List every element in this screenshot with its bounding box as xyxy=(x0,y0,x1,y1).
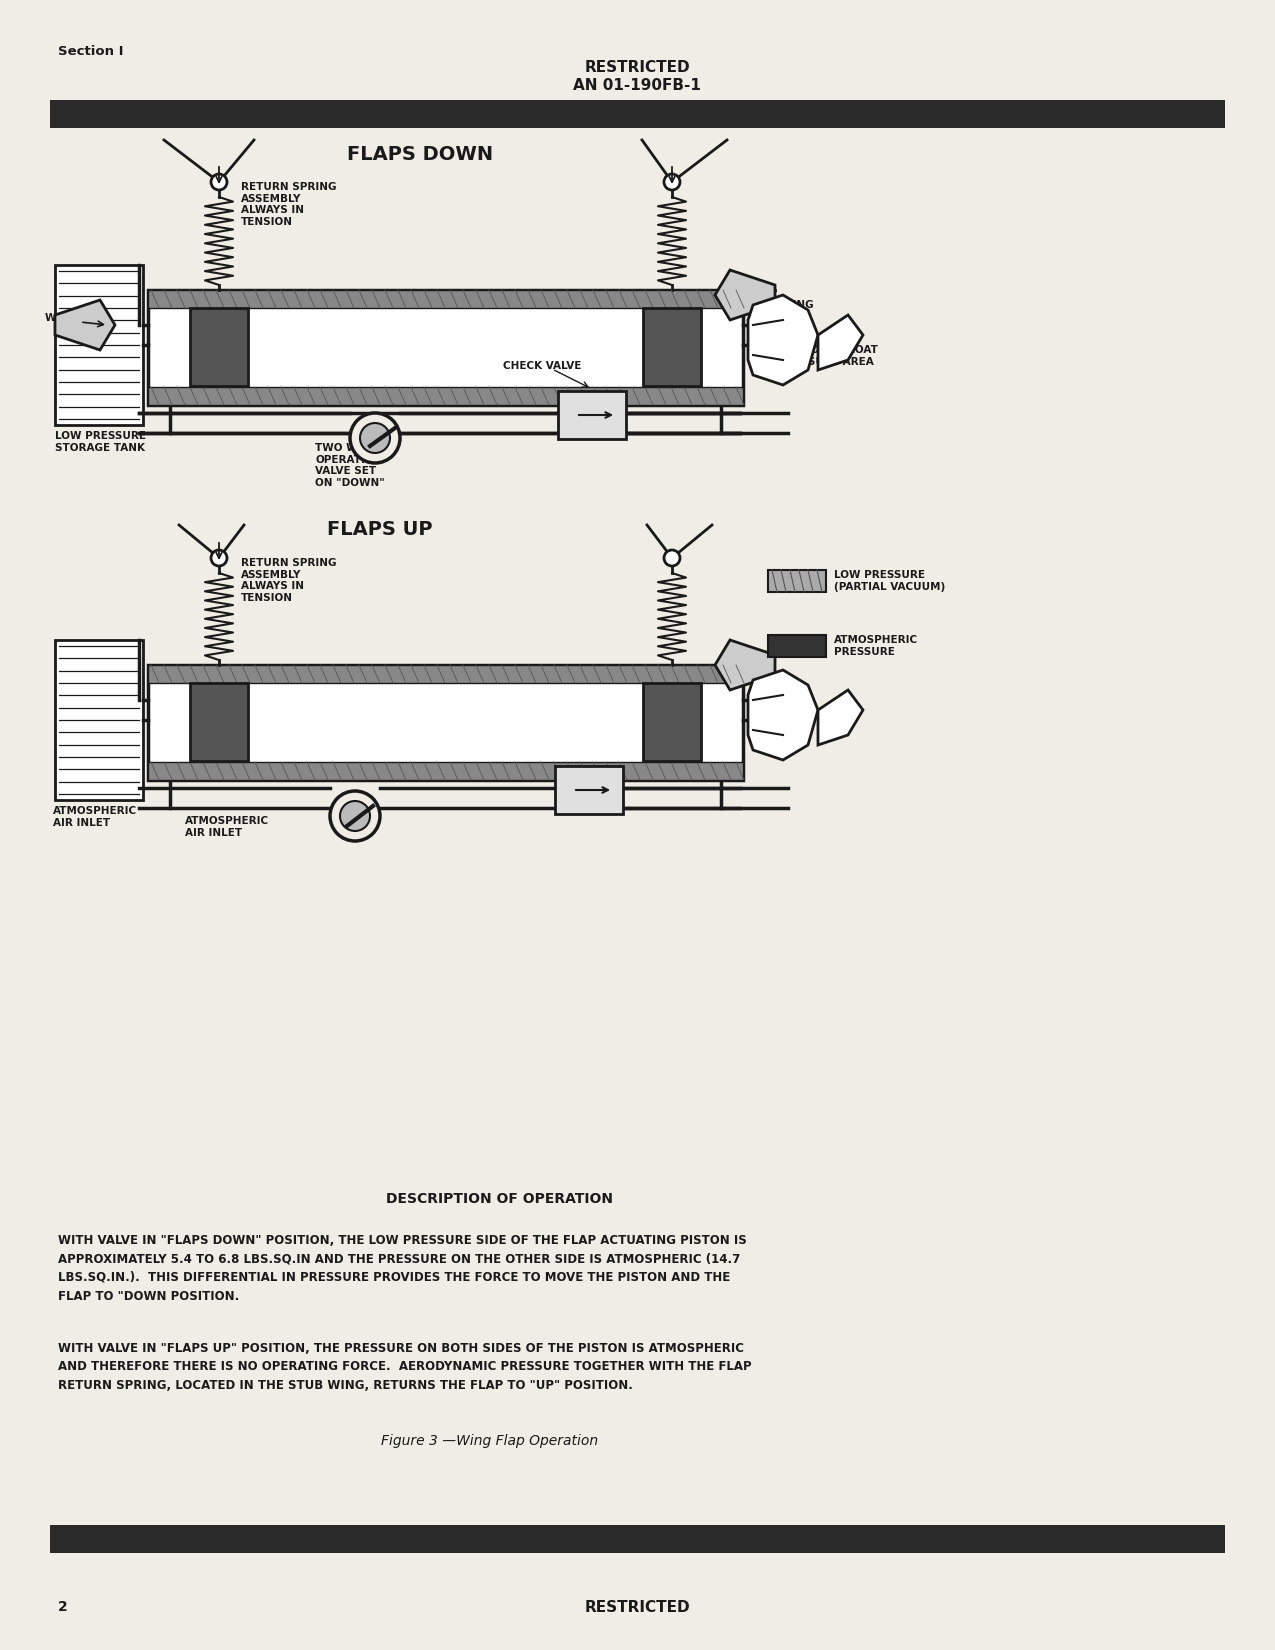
Text: OPEN: OPEN xyxy=(558,771,584,779)
Text: ATMOSPHERIC
AIR INLET: ATMOSPHERIC AIR INLET xyxy=(185,817,269,838)
Text: OPEN: OPEN xyxy=(562,394,586,404)
Text: ATMOSPHERIC
AIR INLET: ATMOSPHERIC AIR INLET xyxy=(54,805,138,828)
Text: FLAPS DOWN: FLAPS DOWN xyxy=(347,145,493,163)
Bar xyxy=(148,290,743,309)
Text: FLAPS UP: FLAPS UP xyxy=(328,520,432,540)
Text: Section I: Section I xyxy=(57,45,124,58)
Bar xyxy=(148,665,743,780)
Text: 2: 2 xyxy=(57,1600,68,1614)
Bar xyxy=(148,388,743,404)
Circle shape xyxy=(340,800,370,832)
Bar xyxy=(555,766,623,813)
Polygon shape xyxy=(819,690,863,746)
Text: RETURN SPRING
ASSEMBLY
ALWAYS IN
TENSION: RETURN SPRING ASSEMBLY ALWAYS IN TENSION xyxy=(241,558,337,602)
Text: LOW PRESSURE
STORAGE TANK: LOW PRESSURE STORAGE TANK xyxy=(55,431,147,452)
Text: AN 01-190FB-1: AN 01-190FB-1 xyxy=(572,78,701,92)
Circle shape xyxy=(360,422,390,454)
Polygon shape xyxy=(715,271,775,320)
Circle shape xyxy=(664,549,680,566)
Polygon shape xyxy=(819,315,863,370)
Bar xyxy=(148,665,743,683)
Bar xyxy=(50,1525,1225,1553)
Text: RETURN SPRING
ASSEMBLY
ALWAYS IN
TENSION: RETURN SPRING ASSEMBLY ALWAYS IN TENSION xyxy=(241,182,337,226)
Bar xyxy=(643,683,701,761)
Text: FLAP
ACTUATING
CYLINDER: FLAP ACTUATING CYLINDER xyxy=(748,289,815,322)
Text: RESTRICTED: RESTRICTED xyxy=(584,1600,690,1615)
Circle shape xyxy=(210,173,227,190)
Bar xyxy=(50,101,1225,129)
Circle shape xyxy=(210,549,227,566)
Text: CHECK VALVE: CHECK VALVE xyxy=(504,361,581,371)
Text: RESTRICTED: RESTRICTED xyxy=(584,59,690,74)
Text: ATMOSPHERIC
PRESSURE: ATMOSPHERIC PRESSURE xyxy=(834,635,918,657)
Text: CARBURETOR THROAT
LOW PRESSURE AREA: CARBURETOR THROAT LOW PRESSURE AREA xyxy=(748,345,878,366)
Circle shape xyxy=(664,173,680,190)
Bar xyxy=(148,762,743,780)
Bar xyxy=(558,391,626,439)
Text: WING FLAP: WING FLAP xyxy=(45,314,111,323)
Bar xyxy=(55,266,143,426)
Bar xyxy=(190,683,249,761)
Text: TWO WAY
OPERATING
VALVE SET
ON "DOWN": TWO WAY OPERATING VALVE SET ON "DOWN" xyxy=(315,442,385,488)
Polygon shape xyxy=(748,670,819,761)
Bar xyxy=(643,309,701,386)
Polygon shape xyxy=(748,295,819,384)
Text: LOW PRESSURE
(PARTIAL VACUUM): LOW PRESSURE (PARTIAL VACUUM) xyxy=(834,569,945,592)
Bar xyxy=(190,309,249,386)
Circle shape xyxy=(351,412,400,464)
Polygon shape xyxy=(715,640,775,690)
Bar xyxy=(55,640,143,800)
Polygon shape xyxy=(55,300,115,350)
Bar xyxy=(768,635,826,657)
Text: Figure 3 —Wing Flap Operation: Figure 3 —Wing Flap Operation xyxy=(381,1434,598,1449)
Text: DESCRIPTION OF OPERATION: DESCRIPTION OF OPERATION xyxy=(386,1191,613,1206)
Bar xyxy=(768,569,826,592)
Text: WITH VALVE IN "FLAPS DOWN" POSITION, THE LOW PRESSURE SIDE OF THE FLAP ACTUATING: WITH VALVE IN "FLAPS DOWN" POSITION, THE… xyxy=(57,1234,747,1302)
Text: WITH VALVE IN "FLAPS UP" POSITION, THE PRESSURE ON BOTH SIDES OF THE PISTON IS A: WITH VALVE IN "FLAPS UP" POSITION, THE P… xyxy=(57,1341,752,1393)
Bar xyxy=(148,290,743,404)
Circle shape xyxy=(330,790,380,842)
